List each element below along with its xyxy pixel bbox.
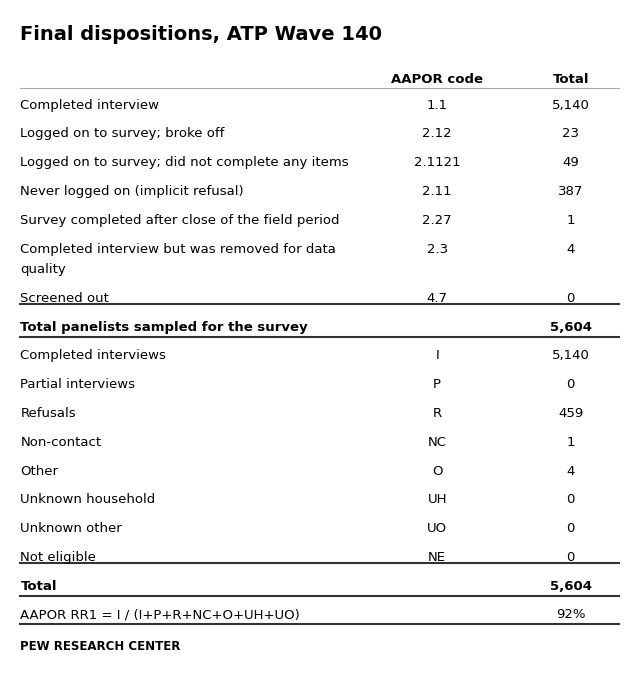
Text: 49: 49 — [562, 156, 579, 169]
Text: 0: 0 — [567, 522, 575, 535]
Text: AAPOR RR1 = I / (I+P+R+NC+O+UH+UO): AAPOR RR1 = I / (I+P+R+NC+O+UH+UO) — [20, 608, 300, 621]
Text: AAPOR code: AAPOR code — [391, 74, 483, 86]
Text: P: P — [433, 378, 441, 391]
Text: 387: 387 — [558, 185, 583, 198]
Text: Refusals: Refusals — [20, 407, 76, 420]
Text: Not eligible: Not eligible — [20, 551, 96, 564]
Text: 1: 1 — [567, 214, 575, 227]
Text: 5,140: 5,140 — [552, 350, 590, 363]
Text: 5,140: 5,140 — [552, 98, 590, 111]
Text: 5,604: 5,604 — [550, 580, 592, 593]
Text: Total: Total — [20, 580, 57, 593]
Text: 4: 4 — [567, 243, 575, 255]
Text: 0: 0 — [567, 551, 575, 564]
Text: 1: 1 — [567, 436, 575, 449]
Text: quality: quality — [20, 263, 66, 276]
Text: Final dispositions, ATP Wave 140: Final dispositions, ATP Wave 140 — [20, 25, 383, 44]
Text: 4: 4 — [567, 464, 575, 477]
Text: 92%: 92% — [556, 608, 585, 621]
Text: NC: NC — [427, 436, 447, 449]
Text: Logged on to survey; did not complete any items: Logged on to survey; did not complete an… — [20, 156, 349, 169]
Text: 4.7: 4.7 — [427, 292, 448, 305]
Text: 0: 0 — [567, 493, 575, 506]
Text: 0: 0 — [567, 378, 575, 391]
Text: 5,604: 5,604 — [550, 321, 592, 334]
Text: 23: 23 — [562, 127, 580, 140]
Text: UH: UH — [427, 493, 447, 506]
Text: UO: UO — [427, 522, 447, 535]
Text: 2.1121: 2.1121 — [414, 156, 461, 169]
Text: Survey completed after close of the field period: Survey completed after close of the fiel… — [20, 214, 340, 227]
Text: Logged on to survey; broke off: Logged on to survey; broke off — [20, 127, 225, 140]
Text: 2.3: 2.3 — [427, 243, 448, 255]
Text: Unknown household: Unknown household — [20, 493, 156, 506]
Text: I: I — [435, 350, 439, 363]
Text: R: R — [433, 407, 442, 420]
Text: Completed interviews: Completed interviews — [20, 350, 166, 363]
Text: 2.12: 2.12 — [422, 127, 452, 140]
Text: Partial interviews: Partial interviews — [20, 378, 135, 391]
Text: O: O — [432, 464, 442, 477]
Text: Completed interview: Completed interview — [20, 98, 160, 111]
Text: Screened out: Screened out — [20, 292, 109, 305]
Text: Other: Other — [20, 464, 59, 477]
Text: 0: 0 — [567, 292, 575, 305]
Text: Total panelists sampled for the survey: Total panelists sampled for the survey — [20, 321, 308, 334]
Text: 1.1: 1.1 — [427, 98, 448, 111]
Text: 2.11: 2.11 — [422, 185, 452, 198]
Text: NE: NE — [428, 551, 446, 564]
Text: Total: Total — [553, 74, 589, 86]
Text: Never logged on (implicit refusal): Never logged on (implicit refusal) — [20, 185, 244, 198]
Text: Non-contact: Non-contact — [20, 436, 102, 449]
Text: Unknown other: Unknown other — [20, 522, 122, 535]
Text: Completed interview but was removed for data: Completed interview but was removed for … — [20, 243, 336, 255]
Text: PEW RESEARCH CENTER: PEW RESEARCH CENTER — [20, 640, 181, 653]
Text: 2.27: 2.27 — [422, 214, 452, 227]
Text: 459: 459 — [558, 407, 583, 420]
